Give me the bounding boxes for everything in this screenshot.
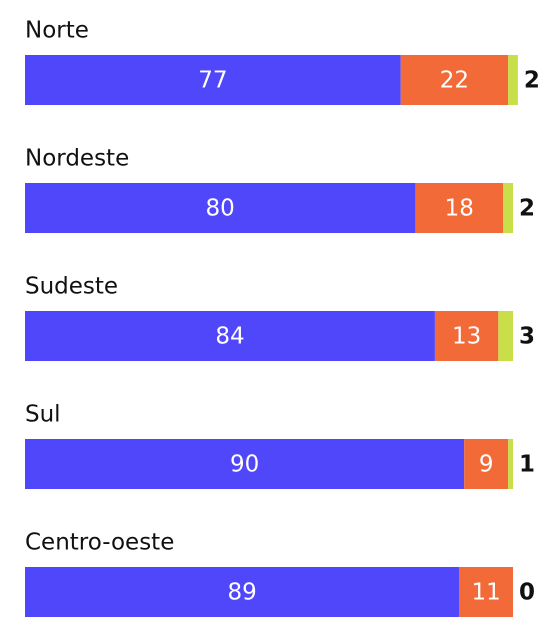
- bar-segment: [508, 439, 513, 489]
- bar-segment: [434, 311, 499, 361]
- bar-segment: [498, 311, 513, 361]
- bar-segment: [25, 183, 416, 233]
- value-label: 89: [228, 580, 257, 606]
- bar-segment: [508, 55, 518, 105]
- bar-segment: [25, 567, 460, 617]
- bar-segment: [25, 55, 401, 105]
- bar-segment: [503, 183, 513, 233]
- value-label: 3: [519, 324, 535, 350]
- category-label: Centro-oeste: [25, 530, 174, 556]
- value-label: 13: [452, 324, 481, 350]
- value-label: 9: [479, 452, 494, 478]
- bar-segment: [415, 183, 504, 233]
- bar-segment: [459, 567, 513, 617]
- value-label: 77: [198, 68, 227, 94]
- bar-segment: [400, 55, 509, 105]
- bar-segment: [25, 439, 465, 489]
- value-label: 80: [206, 196, 235, 222]
- value-label: 22: [440, 68, 469, 94]
- value-label: 90: [230, 452, 259, 478]
- category-label: Norte: [25, 18, 89, 44]
- value-label: 1: [519, 452, 535, 478]
- value-label: 11: [472, 580, 501, 606]
- value-label: 2: [519, 196, 535, 222]
- value-label: 84: [215, 324, 244, 350]
- value-label: 18: [445, 196, 474, 222]
- value-label: 0: [519, 580, 535, 606]
- bar-segment: [464, 439, 509, 489]
- category-label: Nordeste: [25, 146, 129, 172]
- bar-segment: [25, 311, 435, 361]
- category-label: Sul: [25, 402, 61, 428]
- value-label: 2: [524, 68, 540, 94]
- category-label: Sudeste: [25, 274, 118, 300]
